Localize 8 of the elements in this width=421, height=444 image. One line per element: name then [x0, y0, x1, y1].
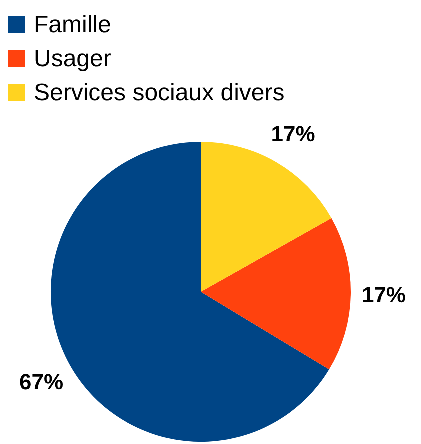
pie-slice [201, 218, 351, 370]
legend-label: Services sociaux divers [34, 80, 285, 106]
data-label: 17% [271, 121, 316, 146]
pie-slice [201, 142, 332, 292]
legend-label: Usager [34, 46, 112, 72]
data-label: 17% [362, 282, 406, 308]
legend-label: Famille [34, 12, 112, 38]
data-label: 67% [20, 369, 64, 394]
